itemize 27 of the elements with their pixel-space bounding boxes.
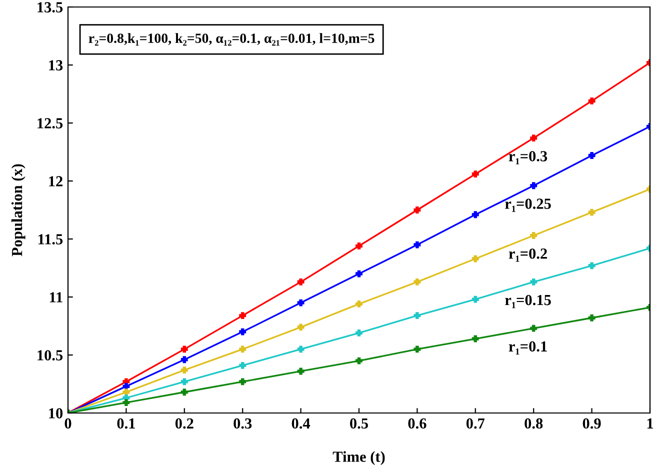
x-tick-label: 0.5 [350,418,368,429]
y-tick-label: 13.5 [38,2,63,13]
x-tick-label: 0.1 [117,418,135,429]
x-tick-label: 0.9 [582,418,601,429]
y-tick-label: 12 [49,176,62,186]
x-tick-label: 0.4 [292,418,310,429]
x-tick-label: 0.7 [466,418,485,429]
series-label: r₁=0.25 [505,198,551,212]
x-axis-title: Time (t) [332,451,385,466]
annotation: r₂=0.8,k₁=100, k₂=50, α₁₂=0.1, α₂₁=0.01, l=10,m=5 [88,33,374,46]
x-tick-label: 1 [647,418,654,428]
y-tick-label: 12.5 [38,118,63,129]
y-tick-label: 10.5 [38,350,63,361]
y-tick-label: 11 [50,292,62,302]
x-tick-label: 0.2 [175,418,194,429]
series-label: r₁=0.1 [508,341,547,354]
x-tick-label: 0.6 [408,418,426,429]
y-tick-label: 13 [49,60,63,70]
series-label: r₁=0.15 [505,294,551,308]
y-tick-label: 11.5 [38,234,63,245]
series-label: r₁=0.2 [508,248,547,262]
y-axis-title: Population (x) [11,164,26,256]
x-tick-label: 0.3 [234,418,252,429]
x-tick-label: 0 [64,418,72,429]
y-tick-label: 10 [49,408,63,418]
x-tick-label: 0.8 [524,418,543,429]
series-label: r₁=0.3 [508,151,548,164]
